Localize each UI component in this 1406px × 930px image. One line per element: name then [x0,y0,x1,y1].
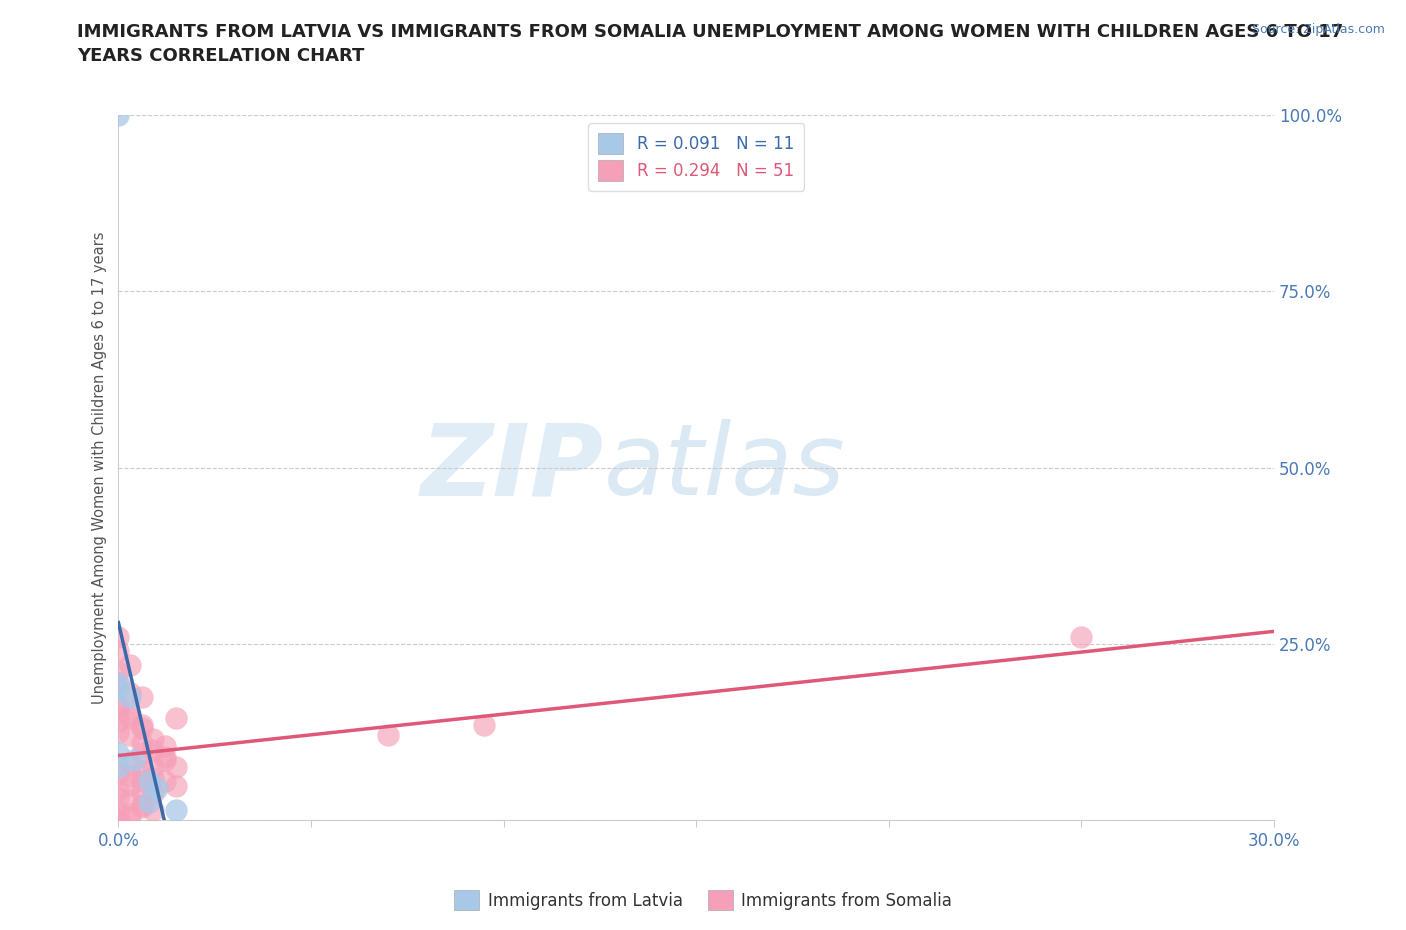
Point [107,813,129,828]
Point [131,746,153,761]
Point [138,795,160,810]
Point [131,784,153,799]
Point [118,728,141,743]
Legend: Immigrants from Latvia, Immigrants from Somalia: Immigrants from Latvia, Immigrants from … [447,884,959,917]
Point [165,778,187,793]
Point [377,728,399,743]
Point [118,807,141,822]
Text: IMMIGRANTS FROM LATVIA VS IMMIGRANTS FROM SOMALIA UNEMPLOYMENT AMONG WOMEN WITH : IMMIGRANTS FROM LATVIA VS IMMIGRANTS FRO… [77,23,1344,65]
Point [153,750,176,764]
Point [142,786,165,801]
Point [107,790,129,805]
Point [138,774,160,789]
Point [142,802,165,817]
Point [165,760,187,775]
Point [153,752,176,767]
Point [122,752,145,767]
Point [131,689,153,704]
Point [118,658,141,672]
Point [118,756,141,771]
Point [131,764,153,778]
Point [118,810,141,825]
Point [142,742,165,757]
Point [131,797,153,812]
Point [131,800,153,815]
Point [107,630,129,644]
Text: ZIP: ZIP [420,419,603,516]
Point [107,108,129,123]
Point [118,707,141,722]
Point [165,711,187,725]
Point [142,732,165,747]
Point [131,717,153,732]
Point [107,746,129,761]
Point [118,685,141,700]
Point [107,767,129,782]
Point [142,760,165,775]
Point [107,675,129,690]
Point [107,644,129,658]
Point [472,717,495,732]
Point [107,675,129,690]
Point [118,711,141,725]
Point [131,735,153,750]
Point [165,802,187,817]
Legend: R = 0.091   N = 11, R = 0.294   N = 51: R = 0.091 N = 11, R = 0.294 N = 51 [588,124,804,191]
Point [107,683,129,698]
Text: Source: ZipAtlas.com: Source: ZipAtlas.com [1251,23,1385,36]
Text: atlas: atlas [603,419,845,516]
Point [131,774,153,789]
Point [118,689,141,704]
Point [107,665,129,680]
Point [153,774,176,789]
Point [118,777,141,792]
Point [131,721,153,736]
Point [107,813,129,828]
Point [107,760,129,775]
Point [107,804,129,819]
Point [146,781,169,796]
Y-axis label: Unemployment Among Women with Children Ages 6 to 17 years: Unemployment Among Women with Children A… [93,232,107,704]
Point [107,724,129,739]
Point [107,698,129,713]
Point [107,714,129,729]
Point [118,793,141,808]
Point [107,703,129,718]
Point [153,738,176,753]
Point [1070,630,1092,644]
Point [118,769,141,784]
Point [142,770,165,785]
Point [107,783,129,798]
